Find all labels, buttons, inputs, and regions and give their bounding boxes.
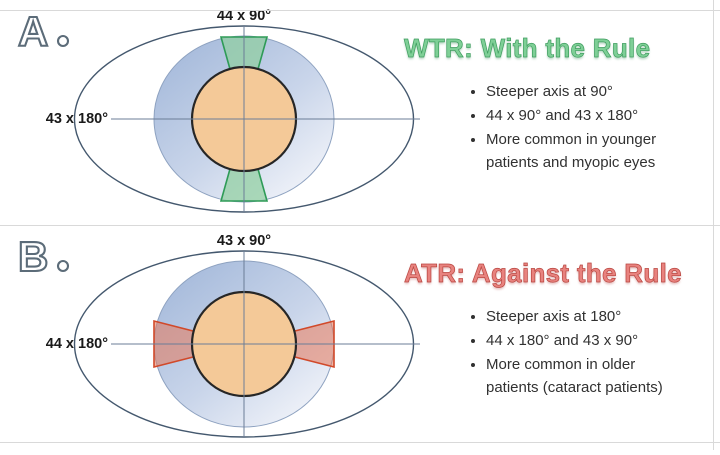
svg-text:43 x 180°: 43 x 180° <box>46 111 108 127</box>
svg-text:B: B <box>18 233 48 280</box>
svg-text:44 x 180°: 44 x 180° <box>46 336 108 352</box>
svg-text:43 x 90°: 43 x 90° <box>217 233 271 249</box>
svg-text:A: A <box>18 8 48 55</box>
